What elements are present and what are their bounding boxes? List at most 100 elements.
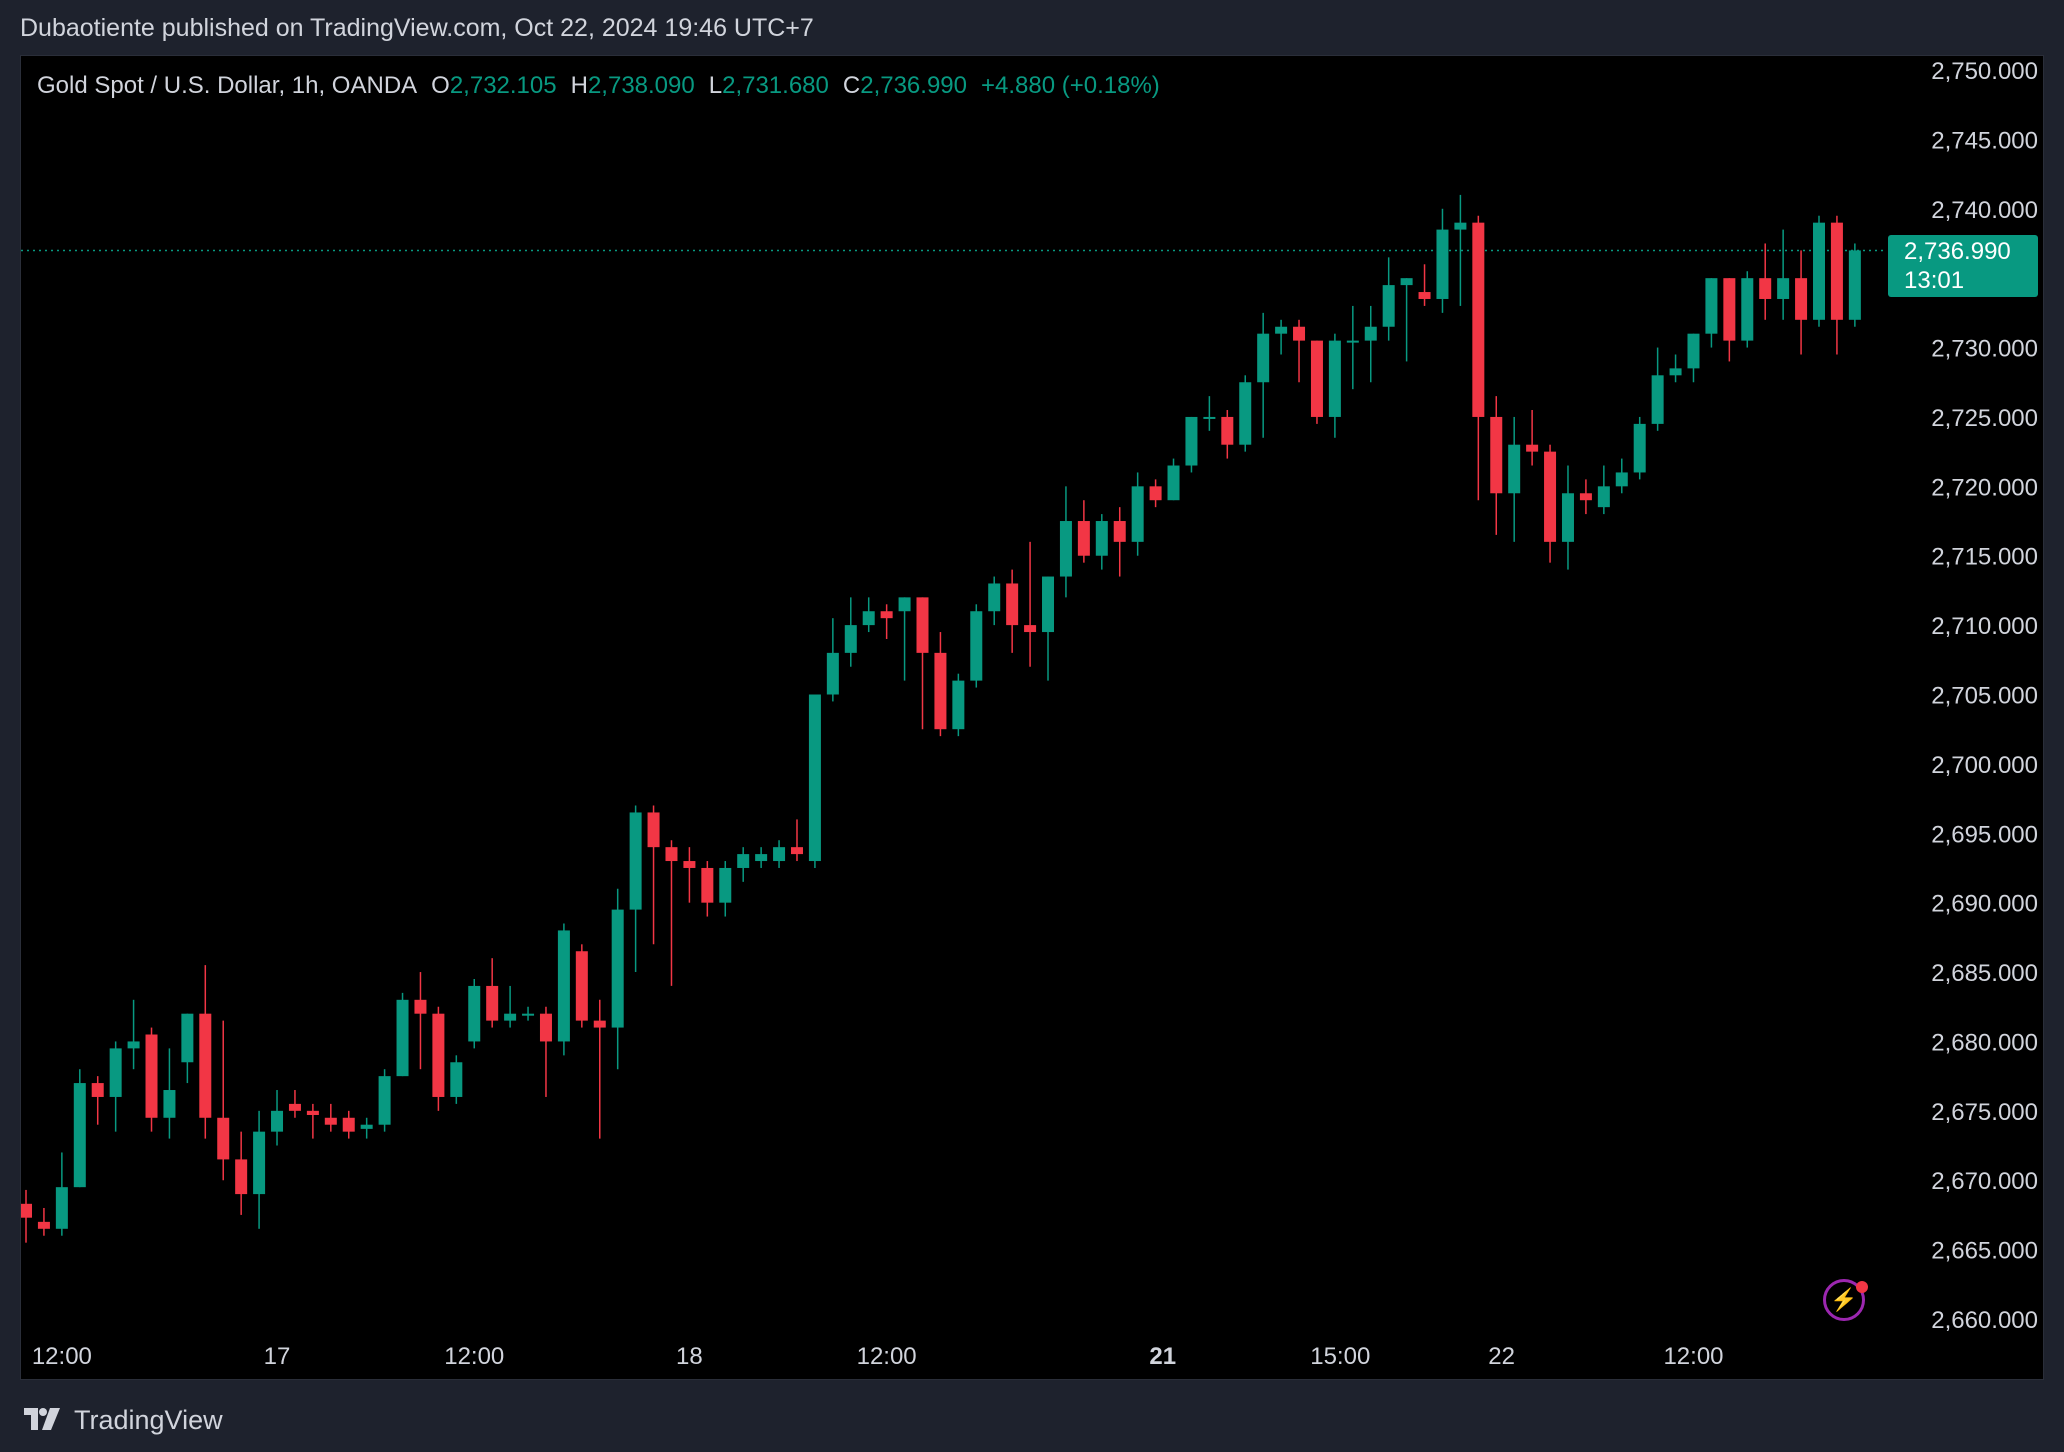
candle-body <box>1400 278 1413 286</box>
footer-brand[interactable]: TradingView <box>74 1404 223 1435</box>
candle-body <box>1508 444 1521 494</box>
symbol-legend[interactable]: Gold Spot / U.S. Dollar, 1h, OANDA O2,732… <box>37 72 1160 100</box>
low-label: L <box>708 72 723 99</box>
candle <box>1310 340 1323 424</box>
candle-body <box>934 652 947 730</box>
candle <box>1131 472 1144 556</box>
candle <box>970 604 983 688</box>
candle <box>665 840 678 986</box>
price-tick-label: 2,710.000 <box>1931 613 2038 640</box>
lightning-icon[interactable]: ⚡ <box>1823 1279 1865 1321</box>
candle-body <box>1095 521 1108 556</box>
candle <box>217 1020 230 1181</box>
candle <box>1597 465 1610 515</box>
candle <box>504 985 517 1028</box>
candle <box>468 978 481 1049</box>
candle <box>1490 396 1503 535</box>
time-tick-label: 17 <box>264 1343 291 1370</box>
candle-body <box>55 1187 68 1229</box>
price-tick-label: 2,705.000 <box>1931 683 2038 710</box>
candle-body <box>396 999 409 1077</box>
candle <box>1830 215 1843 355</box>
candle <box>575 944 588 1028</box>
candle-body <box>1526 444 1539 452</box>
chart-panel[interactable]: 2,750.0002,745.0002,740.0002,735.0002,73… <box>20 55 2044 1380</box>
candle-body <box>593 1020 606 1028</box>
candle-body <box>73 1083 86 1188</box>
candle <box>934 632 947 737</box>
candle-body <box>557 930 570 1042</box>
candle-body <box>163 1090 176 1118</box>
candle-body <box>1024 625 1037 633</box>
symbol-name[interactable]: Gold Spot / U.S. Dollar, 1h, OANDA <box>37 72 418 99</box>
candle-body <box>1059 521 1072 577</box>
candle <box>952 673 965 737</box>
close-label: C <box>842 72 861 99</box>
candle <box>1203 396 1216 431</box>
candle-body <box>575 951 588 1021</box>
candle <box>1221 410 1234 459</box>
candle <box>1346 305 1359 390</box>
candle-body <box>629 812 642 910</box>
candle-body <box>1239 382 1252 445</box>
candle <box>1042 576 1055 681</box>
time-tick-label: 12:00 <box>857 1343 917 1370</box>
time-axis[interactable]: 12:00 17 12:00 18 12:00 21 15:00 22 12:00 <box>32 1343 1724 1370</box>
candle <box>253 1110 266 1229</box>
open-label: O <box>431 72 450 99</box>
candle-body <box>1042 576 1055 633</box>
candle <box>145 1027 158 1132</box>
time-tick-label: 12:00 <box>32 1343 92 1370</box>
candle <box>1167 458 1180 501</box>
candle <box>1508 416 1521 542</box>
candle <box>701 861 714 917</box>
candle-body <box>880 611 893 619</box>
candle-body <box>1310 340 1323 417</box>
candle <box>396 992 409 1077</box>
candle-body <box>737 854 750 868</box>
candle <box>1149 479 1162 508</box>
candle-body <box>647 812 660 848</box>
candle-body <box>952 680 965 730</box>
candle <box>486 958 499 1028</box>
candle <box>557 923 570 1056</box>
candle-body <box>665 847 678 862</box>
candle <box>1059 486 1072 598</box>
high-value: 2,738.090 <box>587 72 695 99</box>
candle-body <box>181 1013 194 1063</box>
candle-body <box>988 583 1001 612</box>
time-tick-label: 18 <box>676 1343 703 1370</box>
candle-body <box>1723 278 1736 341</box>
candle <box>1687 333 1700 383</box>
candle <box>683 847 696 903</box>
tradingview-logo-icon[interactable] <box>20 1406 64 1434</box>
candle <box>1364 305 1377 383</box>
candle-body <box>1579 493 1592 501</box>
candle <box>1185 416 1198 473</box>
price-tick-label: 2,700.000 <box>1931 752 2038 779</box>
candle-body <box>1454 222 1467 230</box>
candle-body <box>145 1034 158 1118</box>
candle-body <box>701 867 714 903</box>
candle-body <box>1759 278 1772 299</box>
candle <box>1741 271 1754 348</box>
price-tick-label: 2,685.000 <box>1931 960 2038 987</box>
candle <box>1561 465 1574 570</box>
candle <box>737 847 750 882</box>
candle-body <box>1382 285 1395 327</box>
candle-body <box>1185 416 1198 466</box>
candlestick-chart[interactable]: 2,750.0002,745.0002,740.0002,735.0002,73… <box>21 56 2045 1381</box>
open-value: 2,732.105 <box>449 72 557 99</box>
candle <box>1669 354 1682 383</box>
price-tick-label: 2,725.000 <box>1931 405 2038 432</box>
candle <box>719 861 732 917</box>
candle-body <box>217 1117 230 1160</box>
candle <box>1651 347 1664 431</box>
candle-body <box>1651 375 1664 424</box>
candle-body <box>450 1062 463 1097</box>
candle <box>916 597 929 730</box>
candle-body <box>790 847 803 855</box>
candle <box>593 999 606 1139</box>
candle-body <box>1795 278 1808 320</box>
candle-body <box>539 1013 552 1042</box>
